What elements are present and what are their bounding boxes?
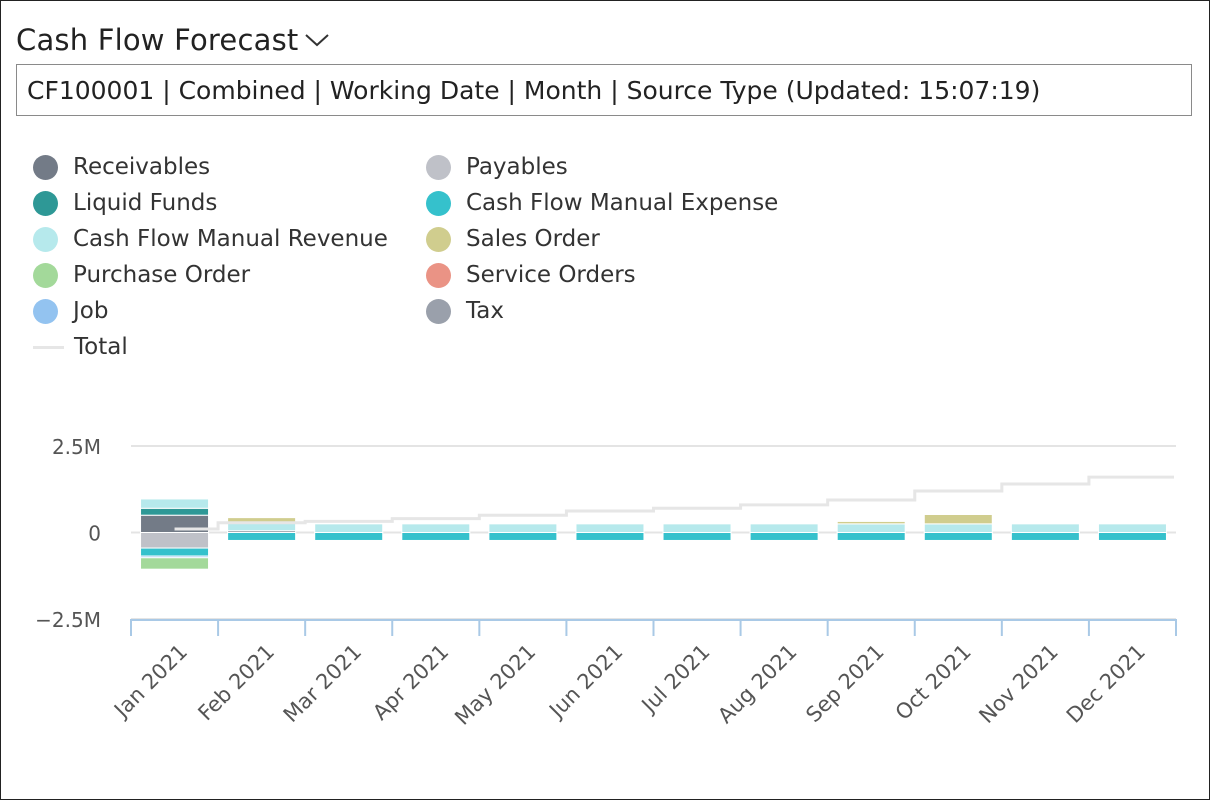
- bar-segment[interactable]: [401, 532, 471, 541]
- bar-segment[interactable]: [140, 507, 210, 516]
- x-tick-label: Feb 2021: [193, 640, 279, 726]
- legend-label: Job: [73, 298, 109, 324]
- x-tick-label: Oct 2021: [891, 640, 976, 725]
- bar-segment[interactable]: [662, 532, 732, 541]
- x-tick-label: Nov 2021: [974, 640, 1062, 728]
- legend-label: Payables: [466, 154, 568, 180]
- legend-item-cash-flow-manual-expense[interactable]: Cash Flow Manual Expense: [426, 185, 778, 221]
- bar-segment[interactable]: [1010, 532, 1080, 541]
- legend-label: Total: [74, 334, 128, 360]
- bar-segment[interactable]: [140, 532, 210, 549]
- legend-item-service-orders[interactable]: Service Orders: [426, 257, 636, 293]
- legend-dot-swatch: [33, 190, 58, 216]
- bar-segment[interactable]: [662, 523, 732, 533]
- bar-segment[interactable]: [1097, 532, 1167, 541]
- legend-dot-swatch: [426, 226, 451, 252]
- x-tick-label: Dec 2021: [1062, 640, 1150, 728]
- legend-label: Receivables: [73, 154, 211, 180]
- bar-segment[interactable]: [314, 532, 384, 541]
- bar-segment[interactable]: [836, 532, 906, 541]
- legend-item-tax[interactable]: Tax: [426, 293, 504, 329]
- legend-label: Tax: [466, 298, 504, 324]
- bar-segment[interactable]: [836, 523, 906, 533]
- legend-dot-swatch: [33, 226, 58, 252]
- bar-segment[interactable]: [488, 523, 558, 533]
- total-line: [174, 475, 1174, 531]
- x-tick-label: Jun 2021: [543, 640, 627, 724]
- forecast-info-box: CF100001 | Combined | Working Date | Mon…: [16, 64, 1192, 116]
- legend-item-purchase-order[interactable]: Purchase Order: [33, 257, 250, 293]
- bar-segment[interactable]: [923, 532, 993, 541]
- legend-line-swatch: [33, 345, 64, 349]
- chart-title-dropdown[interactable]: Cash Flow Forecast: [16, 21, 330, 59]
- legend-dot-swatch: [33, 154, 58, 180]
- legend-dot-swatch: [426, 190, 451, 216]
- bar-segment[interactable]: [314, 523, 384, 533]
- y-tick-label: −2.5M: [35, 608, 101, 632]
- legend-item-receivables[interactable]: Receivables: [33, 149, 210, 185]
- bar-segment[interactable]: [1010, 523, 1080, 533]
- x-tick-label: Mar 2021: [279, 640, 367, 728]
- bar-segment[interactable]: [488, 532, 558, 541]
- bar-segment[interactable]: [227, 532, 297, 541]
- x-tick-label: Aug 2021: [713, 640, 801, 728]
- x-tick-label: May 2021: [450, 640, 540, 730]
- bar-segment[interactable]: [401, 523, 471, 533]
- legend-label: Cash Flow Manual Expense: [466, 190, 779, 216]
- legend-dot-swatch: [426, 298, 451, 324]
- bar-segment[interactable]: [836, 520, 906, 525]
- bar-segment[interactable]: [575, 532, 645, 541]
- legend-item-sales-order[interactable]: Sales Order: [426, 221, 600, 257]
- x-tick-label: Apr 2021: [368, 640, 453, 725]
- chart-legend: Receivables Payables Liquid Funds Cash Flow…: [33, 149, 833, 369]
- bar-segment[interactable]: [749, 532, 819, 541]
- forecast-info-text: CF100001 | Combined | Working Date | Mon…: [27, 75, 1041, 105]
- legend-dot-swatch: [426, 262, 451, 288]
- legend-item-total[interactable]: Total: [33, 329, 128, 365]
- bar-segment[interactable]: [140, 547, 210, 557]
- x-tick-label: Jul 2021: [636, 640, 715, 719]
- x-tick-label: Sep 2021: [801, 640, 888, 727]
- legend-label: Cash Flow Manual Revenue: [73, 226, 388, 252]
- legend-dot-swatch: [33, 298, 58, 324]
- legend-label: Liquid Funds: [73, 190, 218, 216]
- bar-segment[interactable]: [923, 523, 993, 533]
- legend-item-liquid-funds[interactable]: Liquid Funds: [33, 185, 217, 221]
- legend-label: Service Orders: [466, 262, 636, 288]
- legend-label: Sales Order: [466, 226, 600, 252]
- legend-item-cash-flow-manual-revenue[interactable]: Cash Flow Manual Revenue: [33, 221, 388, 257]
- chevron-down-icon: [304, 32, 330, 52]
- y-tick-label: 2.5M: [52, 435, 101, 459]
- legend-item-payables[interactable]: Payables: [426, 149, 568, 185]
- legend-dot-swatch: [33, 262, 58, 288]
- legend-label: Purchase Order: [73, 262, 251, 288]
- bar-segment[interactable]: [749, 523, 819, 533]
- bar-segment[interactable]: [140, 557, 210, 570]
- bar-segment[interactable]: [1097, 523, 1167, 533]
- x-tick-label: Jan 2021: [108, 640, 192, 724]
- bar-segment[interactable]: [923, 514, 993, 525]
- bar-segment[interactable]: [575, 523, 645, 533]
- legend-item-job[interactable]: Job: [33, 293, 108, 329]
- legend-dot-swatch: [426, 154, 451, 180]
- page-title: Cash Flow Forecast: [16, 23, 299, 57]
- bar-segment[interactable]: [140, 498, 210, 509]
- y-tick-label: 0: [88, 522, 101, 546]
